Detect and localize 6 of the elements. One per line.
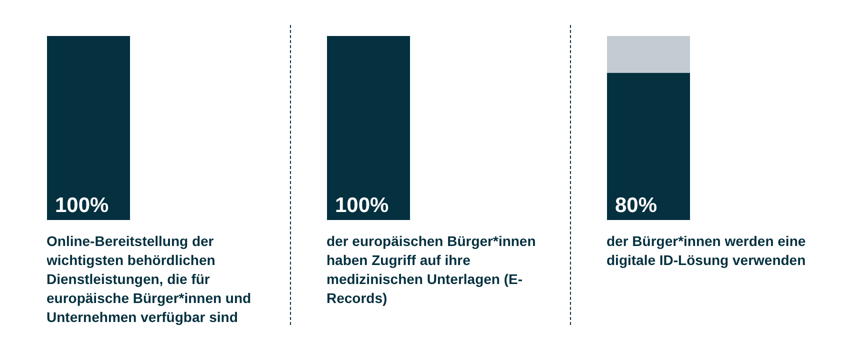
- data-label: 100%: [335, 194, 390, 217]
- data-label: 80%: [615, 194, 658, 217]
- x-tick-label: Online-Bereitstellung der wichtigsten behördlichen Dienstleistungen, die für europäische Bürger*innen und Unternehmen verfügbar sind: [46, 232, 252, 327]
- x-tick-label: der Bürger*innen werden eine digitale ID-Lösung verwenden: [606, 232, 807, 270]
- x-tick-label: der europäischen Bürger*innen haben Zugriff auf ihre medizinischen Unterlagen (E-Records): [326, 232, 537, 308]
- data-label: 100%: [55, 194, 110, 217]
